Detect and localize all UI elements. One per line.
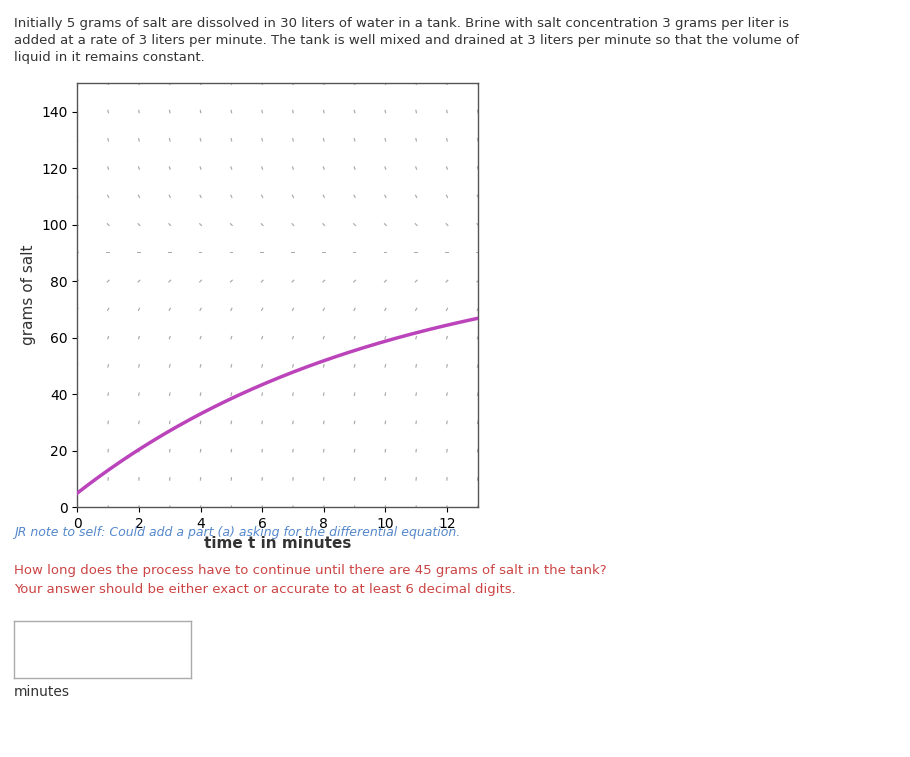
Text: How long does the process have to continue until there are 45 grams of salt in t: How long does the process have to contin… bbox=[14, 564, 606, 577]
X-axis label: time t in minutes: time t in minutes bbox=[204, 537, 351, 551]
Text: minutes: minutes bbox=[14, 685, 70, 699]
Text: JR note to self: Could add a part (a) asking for the differential equation.: JR note to self: Could add a part (a) as… bbox=[14, 526, 460, 539]
Text: Your answer should be either exact or accurate to at least 6 decimal digits.: Your answer should be either exact or ac… bbox=[14, 583, 515, 596]
Text: added at a rate of 3 liters per minute. The tank is well mixed and drained at 3 : added at a rate of 3 liters per minute. … bbox=[14, 34, 799, 47]
Text: Initially 5 grams of salt are dissolved in 30 liters of water in a tank. Brine w: Initially 5 grams of salt are dissolved … bbox=[14, 17, 789, 30]
Text: liquid in it remains constant.: liquid in it remains constant. bbox=[14, 51, 205, 64]
Y-axis label: grams of salt: grams of salt bbox=[21, 245, 35, 345]
